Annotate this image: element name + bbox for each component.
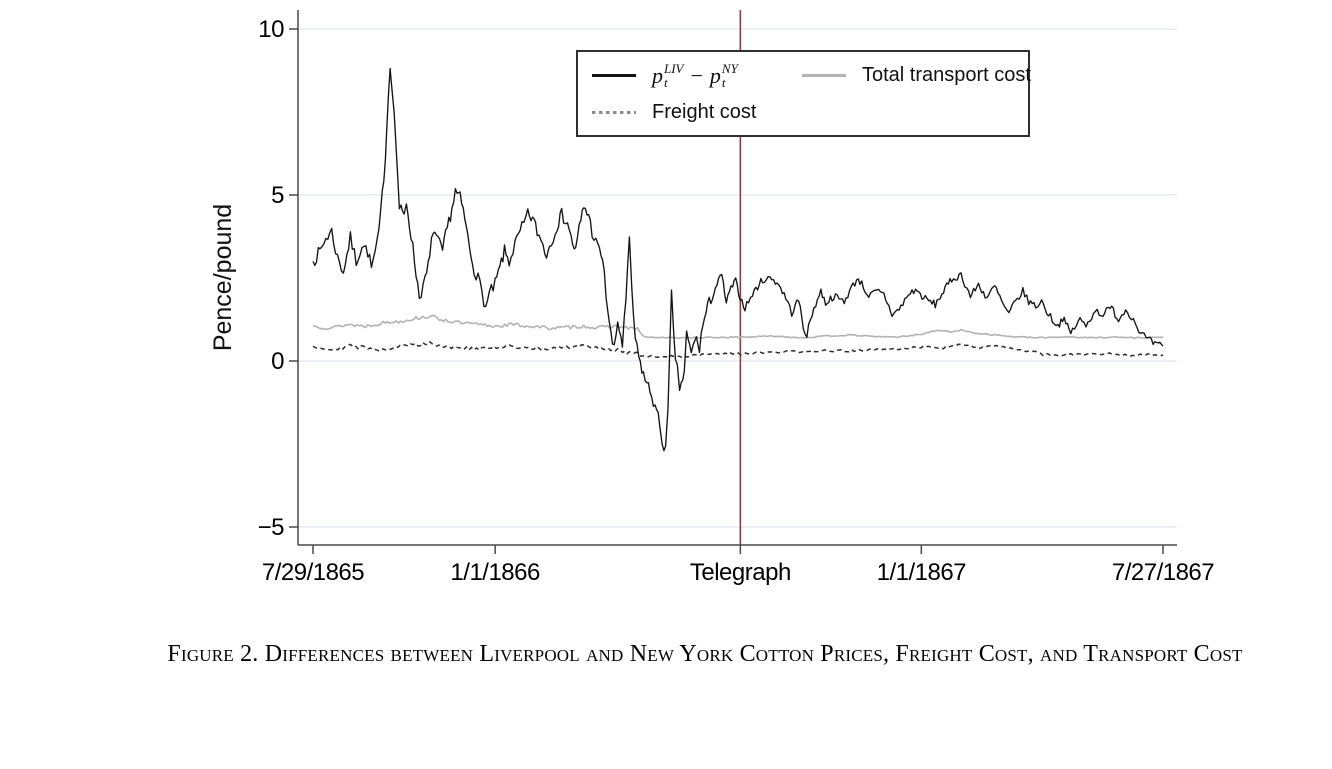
math-p-ny: p bbox=[709, 62, 721, 88]
x-tick-label: Telegraph bbox=[690, 559, 791, 586]
x-tick-label: 1/1/1866 bbox=[450, 559, 540, 586]
math-sub-t1: t bbox=[664, 74, 668, 90]
figure-caption: Figure 2. Differences between Liverpool … bbox=[167, 641, 1243, 667]
math-p-liv: p bbox=[652, 62, 663, 88]
x-tick-label: 7/29/1865 bbox=[262, 559, 364, 586]
series-freight-cost bbox=[312, 341, 1164, 359]
y-tick-label: −5 bbox=[258, 514, 285, 541]
chart-svg: 10 5 0 −5 7/29/1865 1/1/1866 Telegraph 1/1/1867… bbox=[209, 10, 1215, 586]
chart-legend: p LIV t − p NY t Total transport cost Freight … bbox=[576, 50, 1031, 137]
axes bbox=[289, 10, 1177, 554]
x-tick-label: 1/1/1867 bbox=[877, 559, 967, 586]
math-sub-t2: t bbox=[721, 74, 726, 90]
legend-row-2: Freight cost bbox=[592, 94, 1018, 131]
price-gap-legend-label: p LIV t − p NY t bbox=[652, 62, 762, 89]
series-total-transport-cost bbox=[313, 314, 1164, 340]
x-tick-label: 7/27/1867 bbox=[1112, 559, 1214, 586]
y-tick-label: 10 bbox=[258, 16, 284, 43]
transport-line-swatch bbox=[802, 74, 846, 77]
freight-line-swatch bbox=[592, 111, 636, 114]
y-axis-title: Pence/pound bbox=[209, 204, 237, 351]
price-chart: 10 5 0 −5 7/29/1865 1/1/1866 Telegraph 1/1/1867… bbox=[209, 10, 1215, 586]
y-tick-label: 5 bbox=[271, 182, 284, 209]
series-price-gap bbox=[312, 67, 1164, 452]
math-sup-ny: NY bbox=[721, 60, 738, 76]
y-gridlines bbox=[298, 28, 1177, 528]
freight-legend-label: Freight cost bbox=[652, 101, 757, 123]
legend-row-1: p LIV t − p NY t Total transport cost bbox=[592, 57, 1031, 94]
tick-labels: 10 5 0 −5 7/29/1865 1/1/1866 Telegraph 1/1/1867… bbox=[258, 16, 1215, 586]
math-minus: − bbox=[690, 62, 703, 88]
y-tick-label: 0 bbox=[271, 348, 284, 375]
price-gap-line-swatch bbox=[592, 74, 636, 77]
math-sup-liv: LIV bbox=[664, 60, 684, 76]
transport-legend-label: Total transport cost bbox=[862, 64, 1031, 86]
